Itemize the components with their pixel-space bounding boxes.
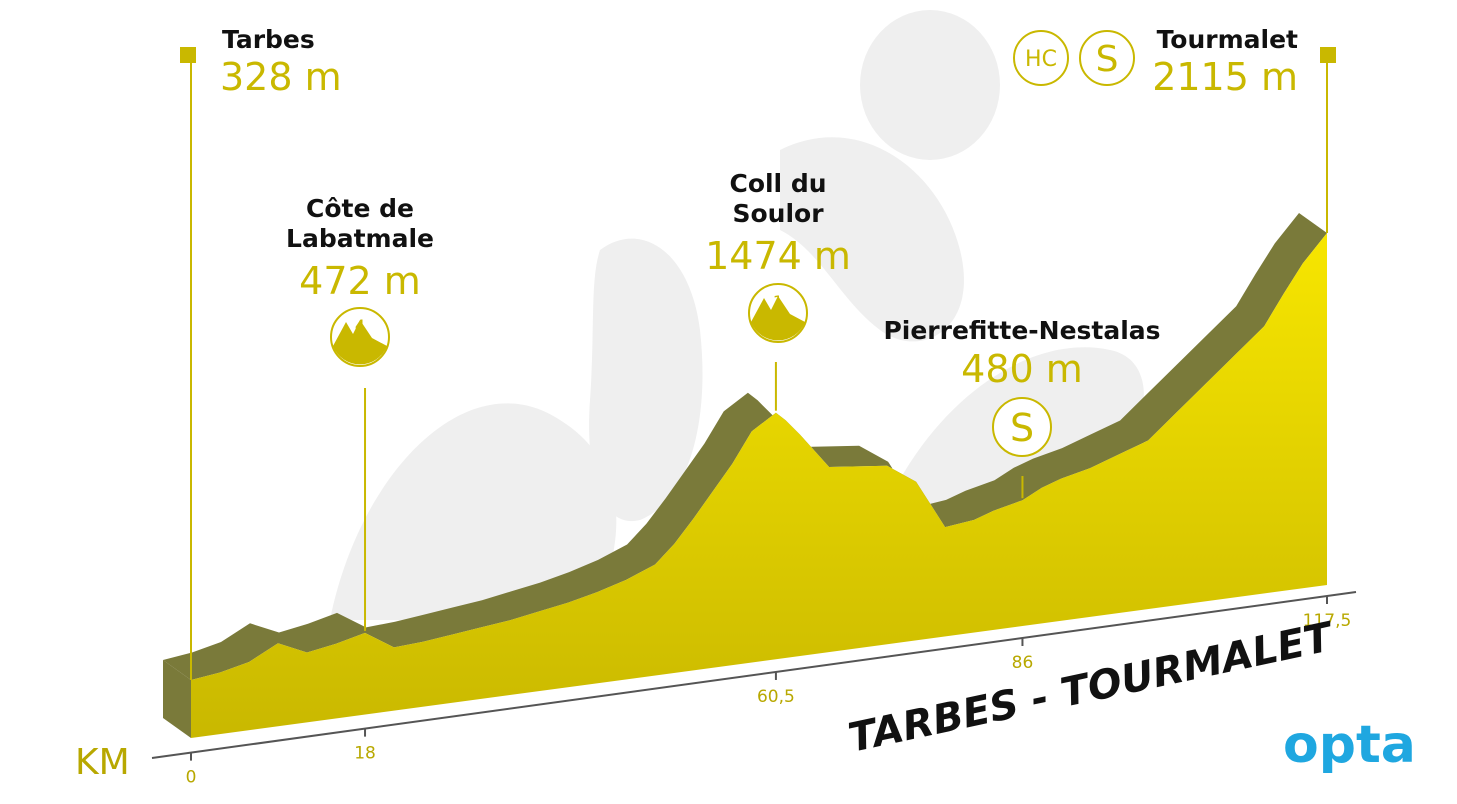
label-tourmalet-name: Tourmalet	[1157, 25, 1298, 54]
label-soulor-line1: Coll du	[729, 169, 826, 198]
x-axis-ticks: 0 18 60,5 86 117,5	[186, 595, 1352, 788]
opta-logo: opta	[1283, 715, 1416, 775]
profile-front-face	[191, 233, 1327, 738]
start-flag-icon	[180, 47, 196, 63]
svg-text:HC: HC	[1025, 47, 1057, 72]
x-tick-label: 86	[1012, 653, 1034, 673]
svg-text:S: S	[1010, 406, 1034, 450]
watermark-cyclist-icon	[330, 10, 1144, 620]
x-tick-label: 60,5	[757, 687, 795, 707]
category-1-badge-icon: 1	[748, 283, 808, 343]
x-axis-line	[151, 591, 1357, 759]
x-tick-label: 18	[354, 744, 376, 764]
svg-text:1: 1	[773, 292, 783, 311]
x-tick-label: 117,5	[1303, 611, 1352, 631]
label-tarbes-name: Tarbes	[222, 25, 315, 54]
x-axis-label: KM	[75, 742, 130, 783]
label-labatmale-line1: Côte de	[306, 194, 414, 223]
summit-sprint-badge-icon: S	[1079, 30, 1135, 86]
profile-left-edge	[163, 660, 191, 738]
label-tarbes-altitude: 328 m	[220, 55, 342, 99]
label-labatmale-altitude: 472 m	[299, 259, 421, 303]
label-soulor-altitude: 1474 m	[705, 234, 851, 278]
profile-side-wall	[163, 213, 1327, 680]
label-pierrefitte-altitude: 480 m	[961, 347, 1083, 391]
sprint-badge-icon: S	[992, 397, 1052, 457]
svg-text:4: 4	[355, 316, 365, 335]
category-4-badge-icon: 4	[330, 307, 390, 367]
label-tourmalet-altitude: 2115 m	[1152, 55, 1298, 99]
finish-flag-icon	[1320, 47, 1336, 63]
label-labatmale-line2: Labatmale	[286, 224, 434, 253]
leader-lines	[190, 62, 1328, 680]
label-pierrefitte-name: Pierrefitte-Nestalas	[883, 316, 1160, 345]
label-soulor-line2: Soulor	[732, 199, 824, 228]
hors-categorie-badge-icon: HC	[1013, 30, 1069, 86]
x-tick-label: 0	[186, 768, 197, 788]
svg-text:S: S	[1096, 39, 1119, 80]
